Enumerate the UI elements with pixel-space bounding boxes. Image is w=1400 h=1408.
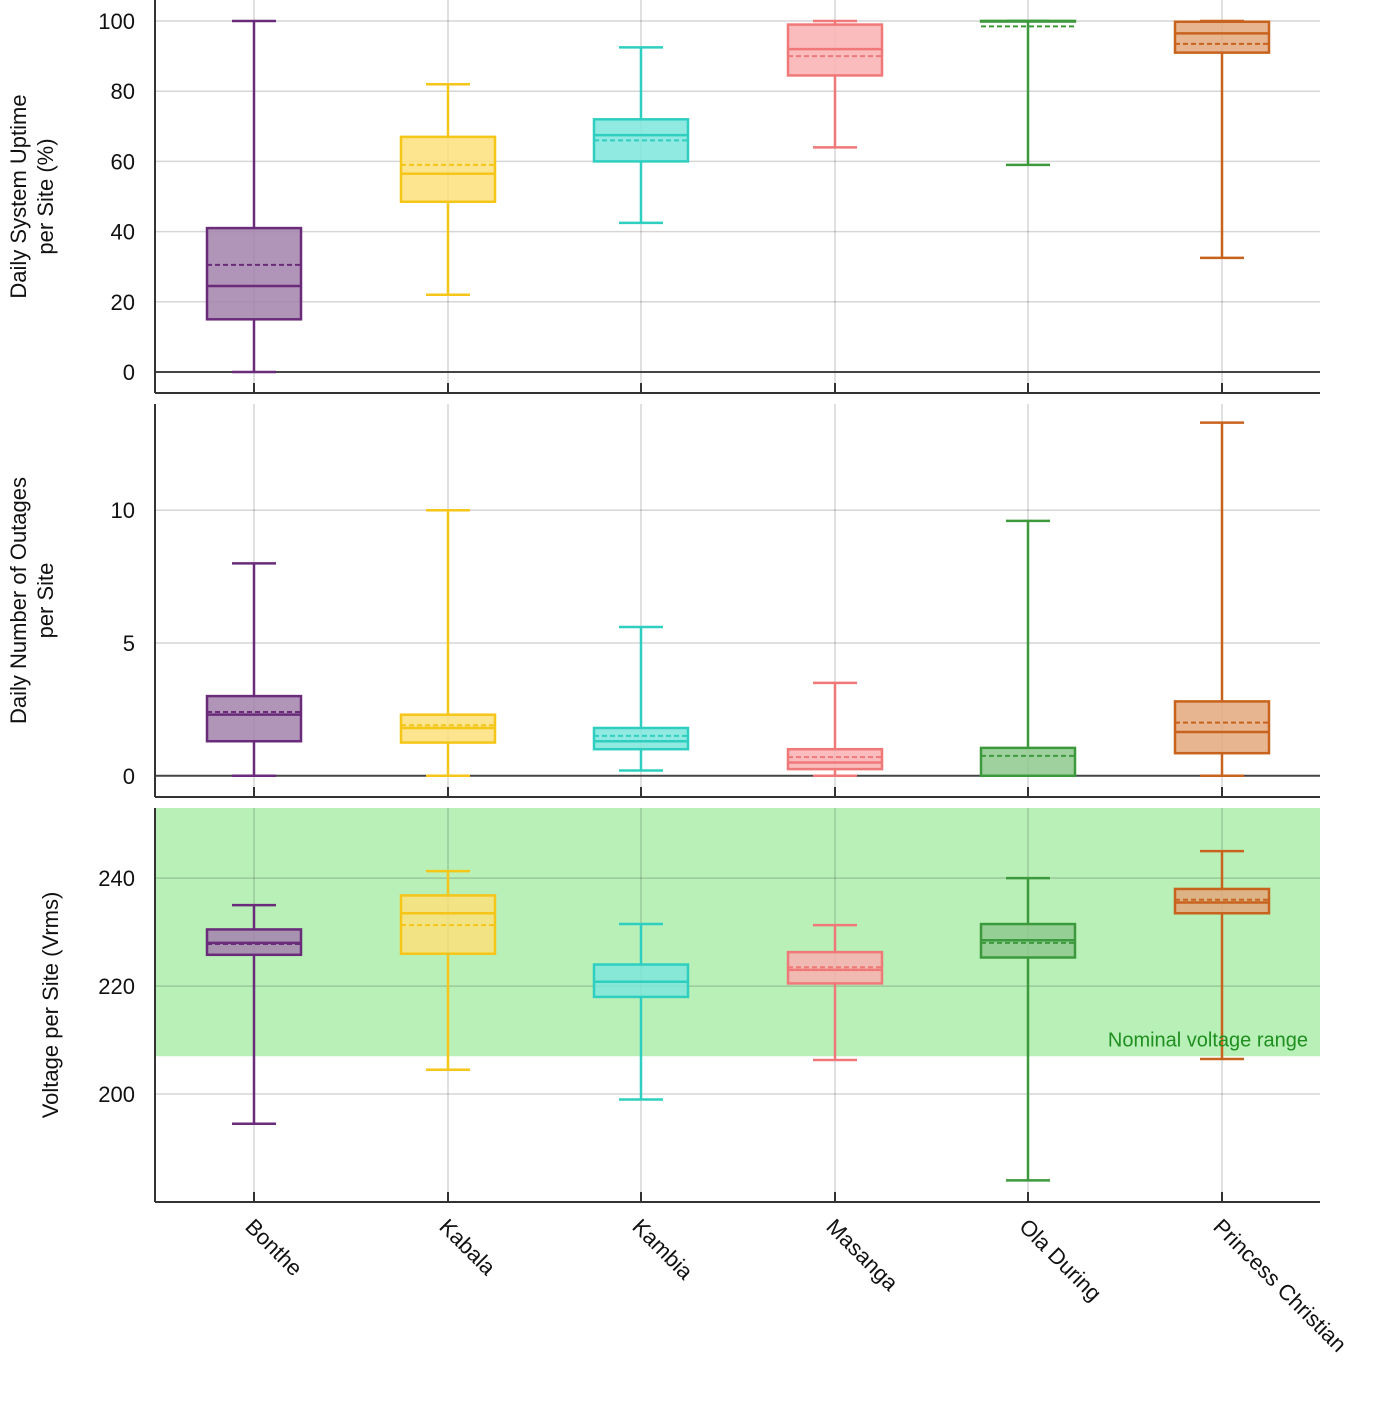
box-masanga (786, 681, 884, 778)
box-bonthe (205, 19, 303, 374)
box-bonthe (205, 562, 303, 778)
iqr-box (786, 747, 884, 771)
y-tick-label: 10 (111, 498, 135, 523)
nominal-band (155, 808, 1320, 1057)
y-tick-label: 60 (111, 149, 135, 174)
category-label: Princess Christian (1208, 1214, 1351, 1357)
box-kambia (592, 625, 690, 772)
iqr-box (786, 950, 884, 985)
category-label: Masanga (821, 1214, 903, 1296)
box-bonthe (205, 903, 303, 1125)
category-label: Ola During (1014, 1214, 1106, 1306)
box-kabala (399, 869, 497, 1072)
y-tick-label: 0 (123, 360, 135, 385)
iqr-box (1173, 887, 1271, 915)
box-kambia (592, 922, 690, 1101)
box-ola-during (979, 876, 1077, 1182)
y-tick-label: 5 (123, 631, 135, 656)
iqr-box (592, 726, 690, 751)
iqr-box (205, 694, 303, 743)
y-axis-title: per Site (33, 563, 58, 639)
band-label: Nominal voltage range (1108, 1029, 1308, 1051)
box-masanga (786, 923, 884, 1062)
box-princess-christian (1173, 421, 1271, 778)
y-tick-label: 0 (123, 764, 135, 789)
iqr-box (399, 135, 497, 204)
y-tick-label: 220 (98, 974, 135, 999)
iqr-box (592, 118, 690, 163)
panel-2: 0 5 10 Daily Number of Outages per Site (6, 404, 1320, 798)
y-tick-label: 40 (111, 220, 135, 245)
iqr-box (1173, 700, 1271, 755)
box-ola-during (979, 519, 1077, 778)
box-ola-during (979, 19, 1077, 167)
y-axis-title: per Site (%) (33, 138, 58, 254)
box-kabala (399, 508, 497, 778)
panel-3: 200 220 240 Voltage per Site (Vrms) Nominal … (38, 808, 1320, 1203)
box-princess-christian (1173, 849, 1271, 1061)
y-tick-label: 80 (111, 79, 135, 104)
box-princess-christian (1173, 19, 1271, 260)
iqr-box (205, 226, 303, 321)
y-tick-label: 240 (98, 866, 135, 891)
y-tick-label: 200 (98, 1082, 135, 1107)
y-axis-title: Daily System Uptime (6, 94, 31, 298)
y-axis-title: Voltage per Site (Vrms) (38, 892, 63, 1119)
box-kambia (592, 46, 690, 225)
panel-1: 0 20 40 60 80 100 Daily System Uptime per Site … (6, 0, 1320, 394)
category-label: Kabala (434, 1214, 501, 1281)
category-label: Kambia (627, 1214, 698, 1285)
box-kabala (399, 82, 497, 296)
iqr-box (979, 746, 1077, 778)
iqr-box (1173, 20, 1271, 54)
box-masanga (786, 19, 884, 149)
iqr-box (399, 894, 497, 955)
y-axis-title: Daily Number of Outages (6, 477, 31, 724)
y-tick-label: 100 (98, 9, 135, 34)
category-label: Bonthe (240, 1214, 307, 1281)
y-tick-label: 20 (111, 290, 135, 315)
